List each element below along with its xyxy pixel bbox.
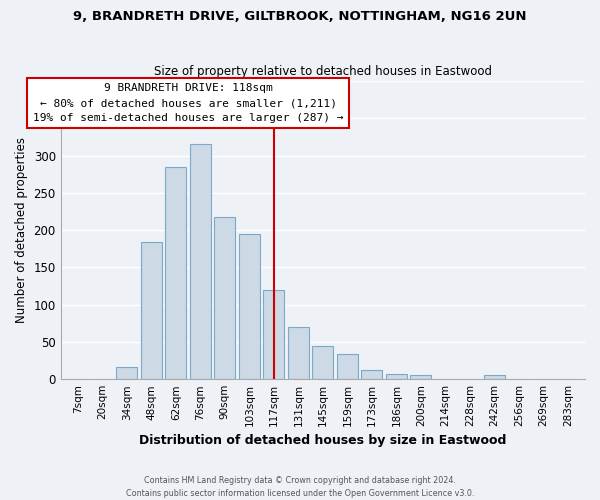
- Bar: [239, 234, 260, 379]
- Bar: [313, 346, 333, 379]
- Bar: [116, 368, 137, 379]
- Text: 9 BRANDRETH DRIVE: 118sqm
← 80% of detached houses are smaller (1,211)
19% of se: 9 BRANDRETH DRIVE: 118sqm ← 80% of detac…: [33, 84, 343, 123]
- Title: Size of property relative to detached houses in Eastwood: Size of property relative to detached ho…: [154, 66, 492, 78]
- Bar: [214, 216, 235, 379]
- Bar: [410, 376, 431, 379]
- Bar: [484, 376, 505, 379]
- Text: Contains HM Land Registry data © Crown copyright and database right 2024.
Contai: Contains HM Land Registry data © Crown c…: [126, 476, 474, 498]
- Bar: [190, 144, 211, 379]
- Bar: [386, 374, 407, 379]
- Bar: [166, 167, 186, 379]
- Bar: [288, 327, 309, 379]
- Bar: [263, 290, 284, 379]
- Text: 9, BRANDRETH DRIVE, GILTBROOK, NOTTINGHAM, NG16 2UN: 9, BRANDRETH DRIVE, GILTBROOK, NOTTINGHA…: [73, 10, 527, 23]
- Bar: [361, 370, 382, 379]
- X-axis label: Distribution of detached houses by size in Eastwood: Distribution of detached houses by size …: [139, 434, 506, 448]
- Y-axis label: Number of detached properties: Number of detached properties: [15, 137, 28, 323]
- Bar: [337, 354, 358, 379]
- Bar: [141, 242, 162, 379]
